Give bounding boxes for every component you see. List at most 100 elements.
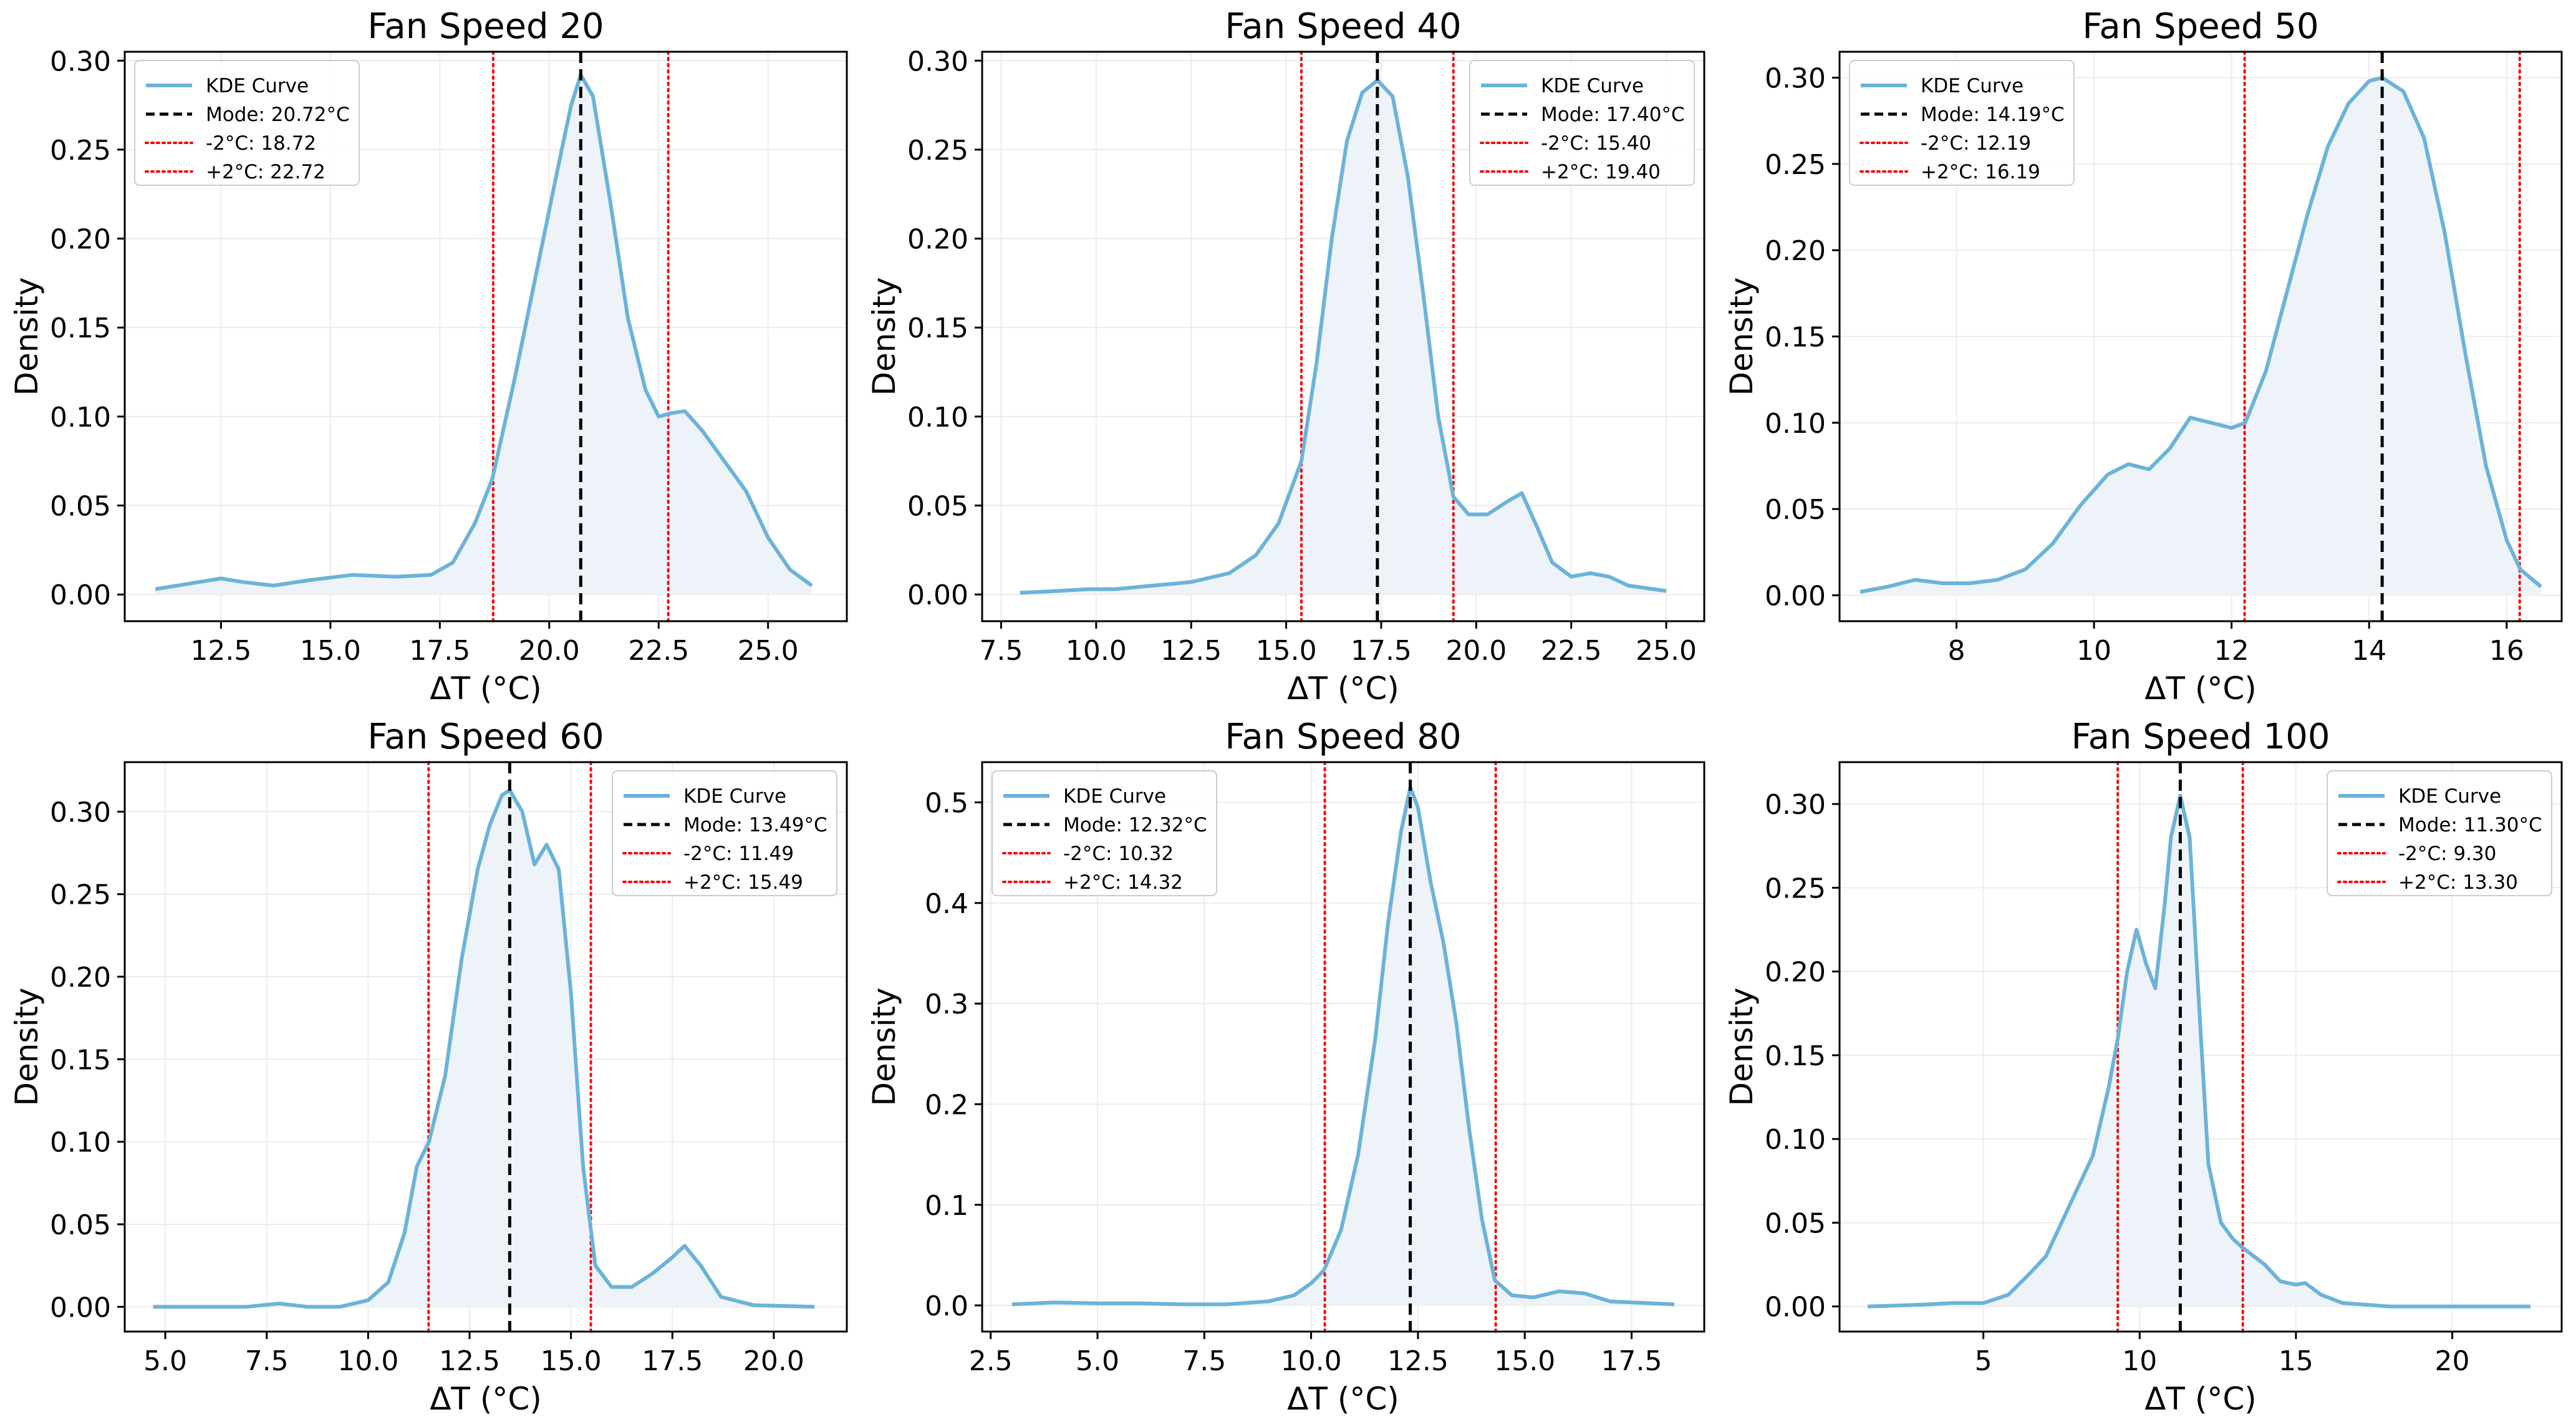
x-tick-label: 8 [1947, 635, 1965, 667]
x-axis-label: ΔT (°C) [1287, 1381, 1399, 1417]
plot-frame [123, 51, 848, 622]
x-axis-label: ΔT (°C) [2144, 1381, 2257, 1417]
legend: KDE Curve Mode: 17.40°C -2°C: 15.40 +2°C: 1… [1469, 60, 1695, 186]
x-tick-label: 15 [2279, 1345, 2313, 1377]
plot-frame [981, 51, 1705, 622]
x-tick-label: 7.5 [245, 1345, 289, 1377]
y-tick-label: 0.05 [1765, 494, 1826, 526]
x-tick-label: 15.0 [1494, 1345, 1555, 1377]
x-axis-label: ΔT (°C) [2144, 670, 2257, 707]
legend-mode-label: Mode: 12.32°C [1063, 814, 1207, 836]
x-axis-label: ΔT (°C) [1287, 670, 1399, 707]
x-tick-label: 14 [2352, 635, 2386, 667]
y-axis-label: Density [866, 987, 902, 1106]
legend-mode-label: Mode: 20.72°C [206, 104, 350, 126]
x-tick-label: 15.0 [541, 1345, 602, 1377]
panel-2: 7.5 10.0 12.5 15.0 17.5 20.0 22.5 25.0 0.00 0.05 0… [866, 6, 1705, 707]
x-tick-label: 12.5 [1160, 635, 1222, 667]
y-tick-label: 0.20 [1765, 235, 1826, 267]
y-tick-label: 0.3 [925, 989, 968, 1020]
y-tick-label: 0.30 [50, 46, 111, 77]
y-tick-label: 0.25 [50, 135, 111, 167]
y-axis-label: Density [866, 277, 902, 395]
kde-curve [1868, 793, 2530, 1308]
kde-curve [1860, 75, 2542, 594]
legend-upper-label: +2°C: 16.19 [1921, 161, 2040, 183]
legend-kde-label: KDE Curve [2398, 785, 2501, 808]
y-axis-label: Density [9, 277, 45, 395]
legend: KDE Curve Mode: 12.32°C -2°C: 10.32 +2°C: 1… [991, 770, 1217, 896]
y-tick-label: 0.10 [50, 1127, 111, 1159]
x-tick-label: 20.0 [743, 1345, 804, 1377]
x-tick-label: 17.5 [642, 1345, 703, 1377]
legend-lower-label: -2°C: 11.49 [683, 843, 794, 865]
y-tick-label: 0.10 [1765, 408, 1826, 440]
y-tick-label: 0.30 [50, 796, 111, 828]
y-tick-label: 0.20 [1765, 957, 1826, 989]
x-tick-label: 25.0 [1636, 635, 1697, 667]
x-tick-label: 2.5 [969, 1345, 1013, 1377]
chart-title: Fan Speed 40 [1225, 6, 1461, 47]
panel-6: 5 10 15 20 0.00 0.05 0.10 0.15 0.20 0.25 0.30 Fan S… [1724, 717, 2563, 1417]
y-tick-label: 0.25 [1765, 149, 1826, 181]
y-tick-label: 0.25 [907, 135, 968, 167]
x-tick-label: 5 [1975, 1345, 1992, 1377]
x-tick-label: 22.5 [1541, 635, 1602, 667]
legend-kde-label: KDE Curve [1063, 785, 1166, 808]
x-tick-label: 12 [2214, 635, 2249, 667]
x-tick-label: 12.5 [190, 635, 251, 667]
x-tick-label: 10.0 [1066, 635, 1127, 667]
y-tick-label: 0.30 [1765, 63, 1826, 95]
x-tick-label: 7.5 [1182, 1345, 1226, 1377]
x-tick-label: 20.0 [1445, 635, 1507, 667]
y-tick-label: 0.20 [50, 962, 111, 994]
panel-4: 5.0 7.5 10.0 12.5 15.0 17.5 20.0 0.00 0.05 0.10 0.… [9, 717, 848, 1417]
y-tick-label: 0.30 [907, 46, 968, 77]
legend-upper-label: +2°C: 22.72 [206, 161, 326, 183]
y-tick-label: 0.15 [50, 312, 111, 344]
x-tick-label: 10 [2077, 635, 2111, 667]
y-tick-label: 0.10 [907, 402, 968, 433]
y-tick-label: 0.05 [50, 1209, 111, 1241]
legend-lower-label: -2°C: 18.72 [206, 132, 316, 155]
legend-upper-label: +2°C: 13.30 [2398, 871, 2518, 894]
y-tick-label: 0.00 [50, 1292, 111, 1323]
y-tick-label: 0.30 [1765, 789, 1826, 821]
x-tick-label: 5.0 [143, 1345, 187, 1377]
y-tick-label: 0.00 [907, 579, 968, 611]
x-axis-label: ΔT (°C) [430, 1381, 542, 1417]
x-tick-label: 5.0 [1076, 1345, 1119, 1377]
y-axis-label: Density [9, 987, 45, 1106]
legend-lower-label: -2°C: 9.30 [2398, 843, 2496, 865]
x-tick-label: 10.0 [1281, 1345, 1342, 1377]
y-axis-label: Density [1724, 277, 1760, 395]
chart-title: Fan Speed 60 [367, 717, 604, 757]
y-tick-label: 0.05 [907, 491, 968, 523]
legend-kde-label: KDE Curve [1541, 75, 1644, 97]
y-tick-label: 0.15 [50, 1044, 111, 1076]
panel-1: 12.5 15.0 17.5 20.0 22.5 25.0 0.00 0.05 0.10 0.15… [9, 6, 848, 707]
x-tick-label: 20.0 [519, 635, 580, 667]
x-tick-label: 7.5 [979, 635, 1023, 667]
x-tick-label: 10 [2122, 1345, 2157, 1377]
legend-mode-label: Mode: 14.19°C [1921, 104, 2065, 126]
y-tick-label: 0.15 [1765, 1040, 1826, 1072]
x-tick-label: 25.0 [738, 635, 799, 667]
x-tick-label: 16 [2489, 635, 2524, 667]
y-tick-label: 0.1 [925, 1190, 968, 1222]
x-tick-label: 10.0 [337, 1345, 398, 1377]
legend-box [134, 60, 360, 186]
legend-box [2327, 770, 2552, 896]
x-axis-label: ΔT (°C) [430, 670, 542, 707]
x-tick-label: 20 [2435, 1345, 2470, 1377]
legend: KDE Curve Mode: 14.19°C -2°C: 12.19 +2°C: 1… [1849, 60, 2075, 186]
legend-box [1469, 60, 1695, 186]
x-tick-label: 12.5 [1387, 1345, 1449, 1377]
y-tick-label: 0.15 [907, 312, 968, 344]
y-tick-label: 0.25 [1765, 873, 1826, 904]
chart-title: Fan Speed 50 [2082, 6, 2318, 47]
kde-fill [1868, 795, 2530, 1307]
x-tick-label: 17.5 [1601, 1345, 1662, 1377]
y-tick-label: 0.15 [1765, 322, 1826, 354]
y-tick-label: 0.00 [1765, 581, 1826, 612]
